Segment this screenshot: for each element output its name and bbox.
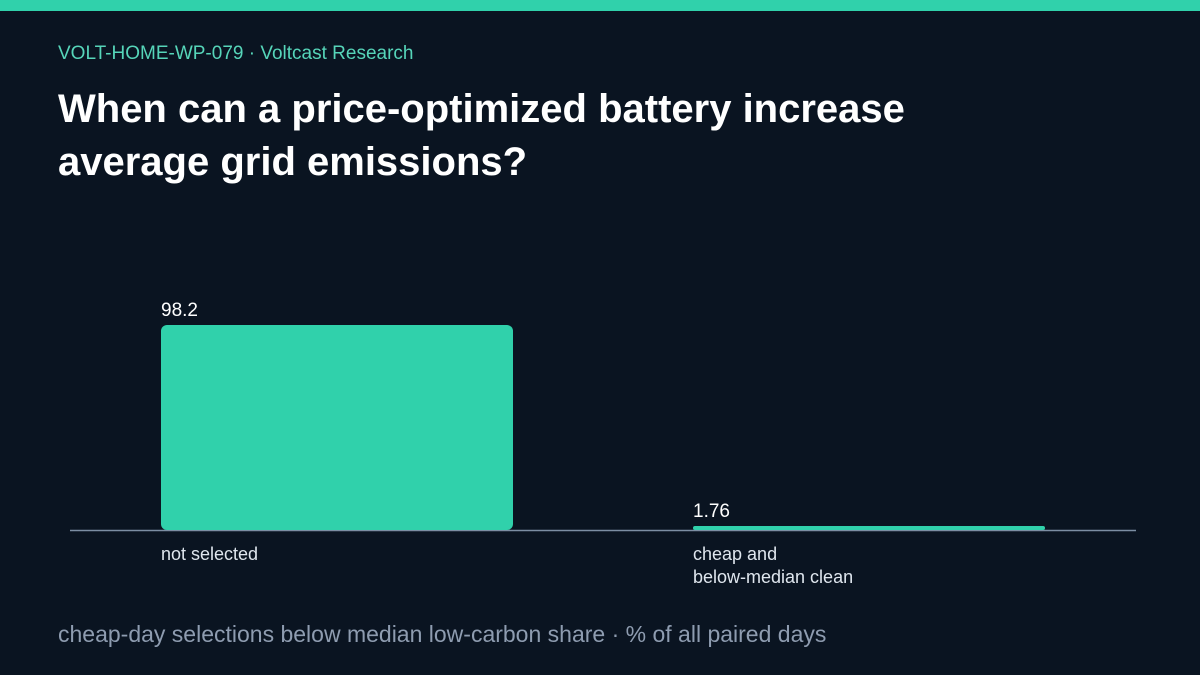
value-label-1: 1.76: [693, 501, 730, 522]
category-label-1: cheap and below-median clean: [693, 544, 853, 587]
value-label-0: 98.2: [161, 300, 198, 321]
bar-1: [693, 526, 1045, 530]
bar-0: [161, 325, 513, 530]
accent-top-bar: [0, 0, 1200, 11]
report-kicker: VOLT-HOME-WP-079 · Voltcast Research: [58, 43, 414, 64]
chart-caption: cheap-day selections below median low-ca…: [58, 621, 827, 647]
chart-title: When can a price-optimized battery incre…: [58, 87, 905, 184]
category-label-0: not selected: [161, 544, 258, 564]
